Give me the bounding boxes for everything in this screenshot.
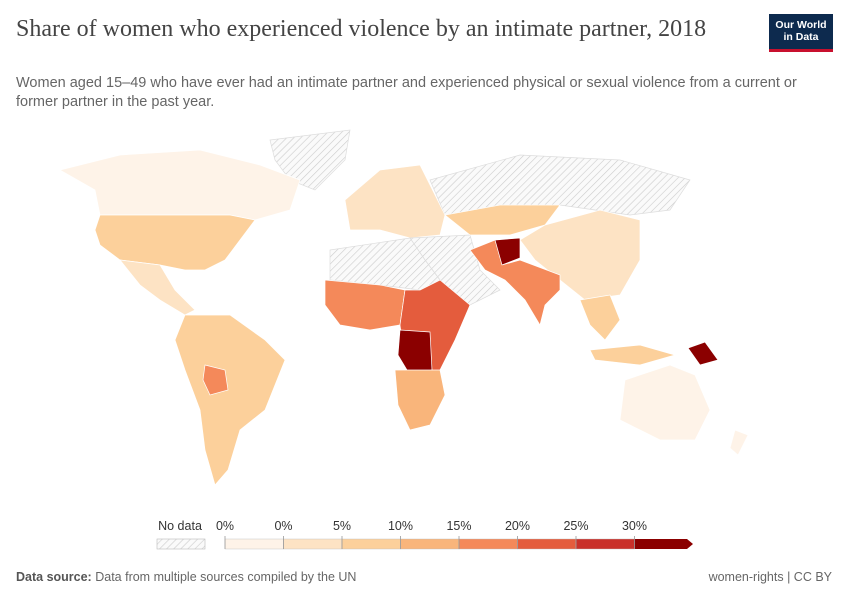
legend-bin <box>634 539 693 549</box>
legend-tick-label: 20% <box>505 519 530 533</box>
legend-tick-label: 25% <box>563 519 588 533</box>
source-text: Data from multiple sources compiled by t… <box>95 570 357 584</box>
title: Share of women who experienced violence … <box>16 16 707 42</box>
russia <box>429 154 691 216</box>
legend-tick-label: 10% <box>388 519 413 533</box>
legend-bin <box>400 538 460 550</box>
legend-tick-label: 30% <box>622 519 647 533</box>
credit: women-rights | CC BY <box>708 570 832 584</box>
no-data-swatch <box>156 538 206 550</box>
legend-bin <box>575 538 635 550</box>
legend-tick-label: 5% <box>333 519 351 533</box>
countries <box>59 129 749 486</box>
drc <box>397 329 433 376</box>
world-map <box>59 129 749 486</box>
mexico-central <box>119 259 196 316</box>
australia <box>619 364 711 441</box>
europe <box>344 164 446 239</box>
legend-bin <box>224 538 284 550</box>
legend-tick-label: 0% <box>274 519 292 533</box>
legend-bin <box>517 538 577 550</box>
indonesia <box>589 344 677 366</box>
logo[interactable]: Our World in Data <box>769 14 833 52</box>
bolivia <box>202 364 229 396</box>
legend-bin <box>341 538 401 550</box>
logo-line: in Data <box>783 31 819 43</box>
legend-bin <box>458 538 518 550</box>
source: Data source: Data from multiple sources … <box>16 570 356 584</box>
new-zealand <box>729 429 749 456</box>
subtitle: Women aged 15–49 who have ever had an in… <box>16 75 797 110</box>
no-data-label: No data <box>158 519 202 533</box>
logo-line: Our World <box>775 19 827 31</box>
canada <box>59 149 301 221</box>
greenland <box>269 129 351 191</box>
source-label: Data source: <box>16 570 92 584</box>
legend: No data 0% 0% 5% 10% 15% 20% 25% 30% <box>156 519 693 550</box>
papua-new-guinea <box>687 341 719 366</box>
color-scale: 0% 0% 5% 10% 15% 20% 25% 30% <box>216 519 693 550</box>
southeast-asia <box>579 294 621 341</box>
south-america <box>174 314 286 486</box>
legend-tick-label: 15% <box>446 519 471 533</box>
legend-tick-label: 0% <box>216 519 234 533</box>
legend-bin <box>283 538 343 550</box>
south-asia <box>469 239 561 326</box>
usa <box>94 214 256 271</box>
southern-africa <box>394 369 446 431</box>
west-africa <box>324 279 406 331</box>
